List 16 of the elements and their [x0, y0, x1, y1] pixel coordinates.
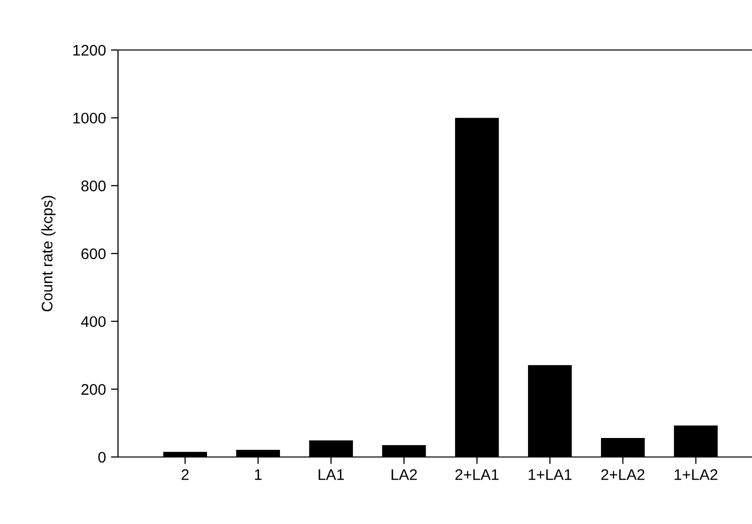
x-tick-label: 1+LA2 — [674, 469, 718, 480]
y-tick-label: 1200 — [73, 44, 106, 56]
x-tick-label: 2 — [182, 469, 189, 480]
y-tick-label: 400 — [81, 316, 106, 328]
x-tick-label: 2+LA1 — [455, 469, 499, 480]
y-tick-label: 800 — [81, 180, 106, 192]
x-tick-label: LA1 — [318, 469, 344, 480]
y-tick-label: 600 — [81, 248, 106, 260]
y-tick-label: 0 — [98, 452, 106, 463]
x-tick-label: 1+LA1 — [528, 469, 572, 480]
x-tick-label: 1 — [254, 469, 262, 480]
y-tick-label: 200 — [81, 384, 106, 395]
y-tick-label: 1000 — [73, 112, 106, 124]
y-axis-title: Count rate (kcps) — [41, 196, 56, 312]
x-tick-label: 2+LA2 — [601, 469, 644, 480]
x-tick-label: LA2 — [392, 469, 417, 480]
